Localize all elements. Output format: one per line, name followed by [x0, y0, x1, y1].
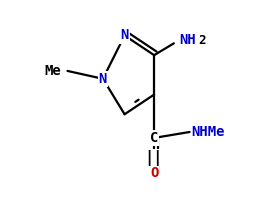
- Text: NHMe: NHMe: [192, 125, 225, 139]
- Text: C: C: [150, 131, 158, 145]
- Text: N: N: [120, 28, 129, 43]
- Text: ||: ||: [144, 150, 162, 166]
- Text: Me: Me: [45, 64, 62, 78]
- Text: 2: 2: [198, 34, 206, 47]
- Text: NH: NH: [179, 33, 195, 47]
- Text: O: O: [150, 166, 158, 180]
- Text: N: N: [99, 72, 107, 86]
